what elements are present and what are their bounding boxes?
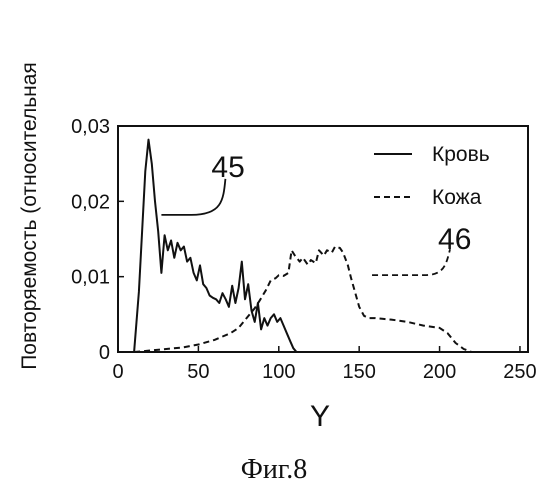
legend-skin-label: Кожа xyxy=(432,186,482,209)
x-tick-label: 250 xyxy=(503,361,536,383)
figure-caption: Фиг.8 xyxy=(241,454,307,485)
x-axis-label: Y xyxy=(310,400,330,433)
legend-blood-label: Кровь xyxy=(432,143,490,166)
x-tick-label: 100 xyxy=(262,361,295,383)
x-tick-label: 0 xyxy=(112,361,123,383)
y-axis-label: Повторяемость (относительная xyxy=(18,62,41,370)
y-tick-label: 0,03 xyxy=(71,116,110,138)
annotation-label-46: 46 xyxy=(438,223,471,256)
y-tick-label: 0 xyxy=(99,342,110,364)
y-tick-label: 0,01 xyxy=(71,267,110,289)
x-tick-label: 150 xyxy=(342,361,375,383)
x-tick-label: 50 xyxy=(187,361,209,383)
y-tick-label: 0,02 xyxy=(71,191,110,213)
annotation-label-45: 45 xyxy=(211,151,244,184)
x-tick-label: 200 xyxy=(423,361,456,383)
series-line-skin xyxy=(134,247,472,353)
annotation-leader-45 xyxy=(161,179,225,215)
legend: Кровь Кожа xyxy=(374,143,490,209)
